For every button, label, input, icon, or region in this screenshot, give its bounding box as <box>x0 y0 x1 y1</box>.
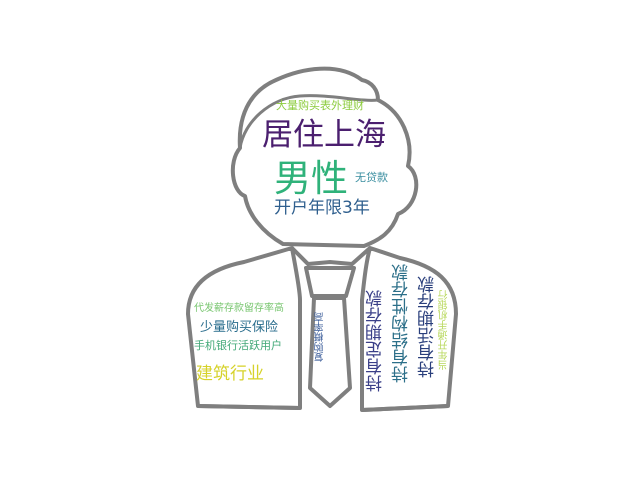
word-dai-fa-xin: 代发薪存款留存率高 <box>194 303 284 314</box>
jacket-hem <box>197 404 449 412</box>
word-jian-zhu-hang-ye: 建筑行业 <box>196 364 264 384</box>
word-da-liang-gou-mai: 大量购买表外理财 <box>276 99 364 112</box>
word-huo-qi-cun-kuan: 持有活期存款 <box>418 276 438 378</box>
body-outline <box>186 246 302 410</box>
word-fu-gou-gai-lv: 复购概率高 <box>315 312 326 362</box>
word-ding-qi-cun-kuan: 持有定期存款 <box>366 290 386 392</box>
word-jie-gou-xing-cun-kuan: 持有结构性存款 <box>392 264 412 383</box>
tie-knot <box>304 266 356 298</box>
word-shou-ji-yin-hang: 手机银行活跃用户 <box>194 339 282 352</box>
collar <box>290 246 372 267</box>
word-wu-dai-kuan: 无贷款 <box>355 171 388 184</box>
head-outline <box>230 66 419 248</box>
word-dang-nian-kai-tong: 当年开通手机银行 <box>439 290 450 370</box>
word-nan-xing: 男性 <box>274 157 348 200</box>
word-ju-zhu-shang-hai: 居住上海 <box>262 117 386 153</box>
hair-line <box>238 94 379 149</box>
body-outline-right <box>360 246 458 412</box>
word-kai-hu-nian-xian: 开户年限3年 <box>274 198 370 218</box>
word-shao-liang-bao-xian: 少量购买保险 <box>200 320 279 335</box>
tie-blade <box>308 296 352 408</box>
